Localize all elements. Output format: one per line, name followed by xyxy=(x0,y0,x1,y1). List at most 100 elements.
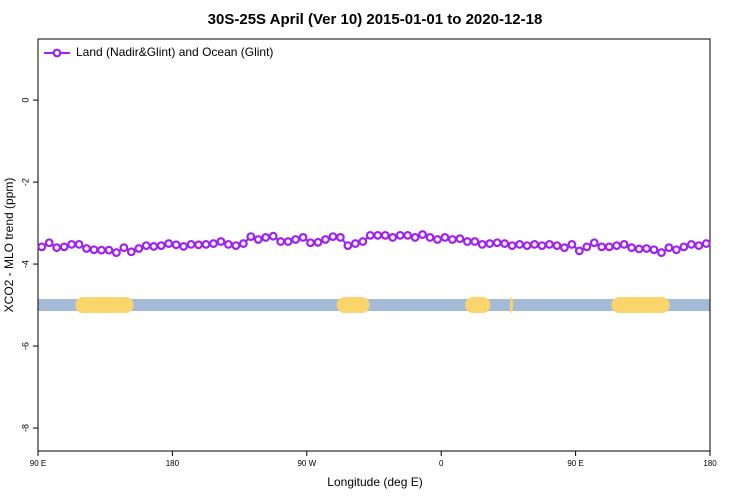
point xyxy=(59,242,69,252)
point xyxy=(619,239,629,249)
x-tick-label: 90 E xyxy=(567,459,583,468)
point xyxy=(126,247,136,257)
y-tick-label: -2 xyxy=(20,178,30,186)
x-tick-label: 90 E xyxy=(30,459,46,468)
point xyxy=(365,230,375,240)
point xyxy=(492,238,502,248)
point xyxy=(537,241,547,251)
point xyxy=(380,230,390,240)
point xyxy=(201,239,211,249)
point xyxy=(679,242,689,252)
point xyxy=(246,232,256,241)
point xyxy=(67,239,76,249)
point xyxy=(164,239,174,248)
point xyxy=(156,241,166,251)
point xyxy=(313,237,323,247)
y-tick-label: 0 xyxy=(20,98,30,103)
y-tick-label: -8 xyxy=(20,424,30,432)
point xyxy=(672,245,681,255)
point xyxy=(388,233,398,242)
x-tick-label: 180 xyxy=(166,459,180,468)
point xyxy=(395,230,405,240)
point xyxy=(425,233,435,242)
point xyxy=(604,242,614,252)
point xyxy=(149,242,159,251)
point xyxy=(231,241,241,251)
point xyxy=(261,233,271,242)
legend-marker xyxy=(52,48,62,58)
point xyxy=(612,241,622,251)
point xyxy=(448,235,457,244)
point xyxy=(82,244,91,253)
x-tick-label: 0 xyxy=(439,459,444,468)
point xyxy=(52,243,62,253)
point xyxy=(336,233,345,242)
point xyxy=(485,239,495,248)
point xyxy=(321,235,330,244)
point xyxy=(477,239,487,249)
point xyxy=(253,235,263,244)
point xyxy=(298,233,308,242)
point xyxy=(306,238,315,248)
point xyxy=(701,239,711,248)
point xyxy=(545,239,554,249)
point xyxy=(358,237,368,246)
point xyxy=(515,239,524,249)
point xyxy=(507,241,517,251)
ocean-band xyxy=(38,299,710,312)
point xyxy=(567,239,577,249)
point xyxy=(657,248,666,257)
y-tick-label: -4 xyxy=(20,260,30,268)
x-tick-label: 180 xyxy=(703,459,717,468)
point xyxy=(179,242,189,251)
point xyxy=(582,242,592,252)
point xyxy=(433,235,442,244)
point xyxy=(141,241,151,251)
point xyxy=(410,233,420,242)
point xyxy=(462,237,472,246)
point xyxy=(664,243,674,253)
point xyxy=(500,239,510,248)
point xyxy=(89,245,99,255)
x-tick-label: 90 W xyxy=(297,459,316,468)
x-axis-label: Longitude (deg E) xyxy=(327,475,422,489)
point xyxy=(418,230,427,239)
point xyxy=(627,243,636,253)
point xyxy=(403,230,413,240)
point xyxy=(119,243,129,253)
point xyxy=(649,245,659,255)
point xyxy=(686,239,696,249)
point xyxy=(194,240,203,250)
point xyxy=(186,239,196,249)
y-tick-label: -6 xyxy=(20,342,30,350)
point xyxy=(574,246,584,256)
point xyxy=(37,242,47,252)
legend-label: Land (Nadir&Glint) and Ocean (Glint) xyxy=(76,45,273,59)
point xyxy=(216,237,226,246)
point xyxy=(440,233,450,242)
point xyxy=(694,241,704,251)
point xyxy=(223,239,233,249)
point xyxy=(552,241,562,251)
point xyxy=(44,238,54,248)
land-segment xyxy=(465,297,491,314)
point xyxy=(328,232,338,241)
point xyxy=(74,239,84,249)
point xyxy=(634,244,644,254)
point xyxy=(530,239,539,249)
point xyxy=(343,241,353,251)
land-segment xyxy=(611,297,670,314)
land-segment xyxy=(509,297,513,314)
point xyxy=(97,245,106,255)
point xyxy=(291,235,301,244)
point xyxy=(350,239,360,248)
point xyxy=(522,241,532,251)
land-segment xyxy=(336,297,370,314)
point xyxy=(111,248,121,257)
point xyxy=(470,237,480,246)
point xyxy=(589,238,599,248)
point xyxy=(134,244,144,253)
point xyxy=(209,239,218,248)
point xyxy=(283,237,293,246)
point xyxy=(560,243,569,253)
